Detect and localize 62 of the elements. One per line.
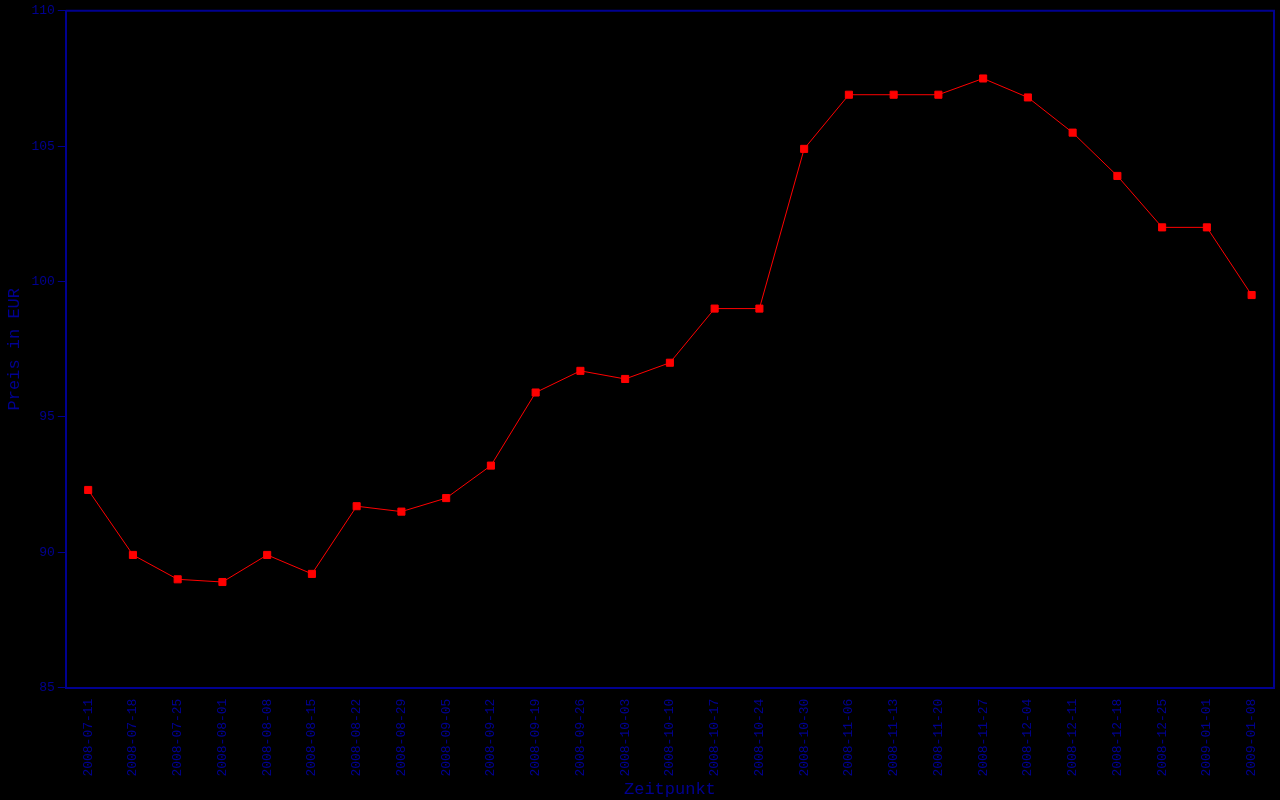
x-tick-label: 2008-08-15 bbox=[304, 698, 320, 777]
point bbox=[352, 502, 361, 511]
point bbox=[844, 90, 853, 99]
point bbox=[1113, 171, 1122, 180]
x-tick-label: 2009-01-01 bbox=[1199, 698, 1215, 777]
x-tick-label: 2008-07-11 bbox=[80, 698, 96, 777]
point bbox=[889, 90, 898, 99]
point bbox=[755, 304, 764, 313]
x-tick-label: 2008-08-29 bbox=[393, 698, 409, 777]
y-tick-label: 100 bbox=[31, 273, 55, 289]
point bbox=[128, 550, 137, 559]
point bbox=[263, 550, 272, 559]
point bbox=[397, 507, 406, 516]
point bbox=[84, 485, 93, 494]
x-tick-label: 2008-10-17 bbox=[707, 698, 723, 777]
x-tick-label: 2008-10-30 bbox=[796, 698, 812, 777]
point bbox=[934, 90, 943, 99]
y-tick-label: 110 bbox=[31, 3, 55, 19]
x-tick-label: 2008-07-18 bbox=[125, 698, 141, 777]
point bbox=[307, 569, 316, 578]
x-tick-label: 2008-12-18 bbox=[1109, 698, 1125, 777]
x-tick-label: 2008-12-04 bbox=[1020, 698, 1036, 777]
point bbox=[1247, 291, 1256, 300]
point bbox=[1068, 128, 1077, 137]
x-tick-label: 2008-10-03 bbox=[617, 698, 633, 777]
x-tick-label: 2008-08-08 bbox=[259, 698, 275, 777]
x-axis-title: Zeitpunkt bbox=[623, 780, 716, 800]
x-tick-label: 2008-08-01 bbox=[214, 698, 230, 777]
point bbox=[576, 366, 585, 375]
point bbox=[173, 575, 182, 584]
point bbox=[218, 577, 227, 587]
x-tick-label: 2008-09-26 bbox=[572, 698, 588, 777]
x-tick-label: 2008-09-12 bbox=[483, 698, 499, 777]
x-tick-label: 2008-12-25 bbox=[1154, 698, 1170, 777]
x-tick-label: 2008-08-22 bbox=[349, 698, 365, 777]
x-tick-label: 2008-11-27 bbox=[975, 698, 991, 777]
x-tick-label: 2008-11-20 bbox=[930, 698, 946, 777]
point bbox=[442, 494, 451, 503]
point bbox=[531, 388, 540, 397]
point bbox=[979, 74, 988, 83]
x-tick-label: 2008-09-19 bbox=[528, 698, 544, 777]
point bbox=[621, 374, 630, 384]
x-tick-label: 2008-11-06 bbox=[841, 698, 857, 777]
x-tick-label: 2008-07-25 bbox=[170, 698, 186, 777]
x-tick-label: 2008-10-10 bbox=[662, 698, 678, 777]
x-tick-label: 2008-11-13 bbox=[886, 698, 902, 777]
x-tick-label: 2008-12-11 bbox=[1065, 698, 1081, 777]
x-tick-label: 2009-01-08 bbox=[1244, 698, 1260, 777]
point bbox=[486, 461, 495, 470]
point bbox=[710, 304, 719, 313]
y-axis-title: Preis in EUR bbox=[4, 287, 24, 411]
x-tick-label: 2008-09-05 bbox=[438, 698, 454, 777]
point bbox=[1023, 93, 1032, 102]
y-tick-label: 105 bbox=[31, 138, 55, 154]
point bbox=[800, 144, 809, 153]
point bbox=[665, 358, 674, 367]
x-tick-label: 2008-10-24 bbox=[751, 698, 767, 777]
point bbox=[1202, 223, 1211, 232]
point bbox=[1158, 223, 1167, 232]
y-tick-label: 95 bbox=[39, 409, 55, 425]
y-tick-label: 85 bbox=[39, 680, 55, 696]
y-tick-label: 90 bbox=[39, 544, 55, 560]
